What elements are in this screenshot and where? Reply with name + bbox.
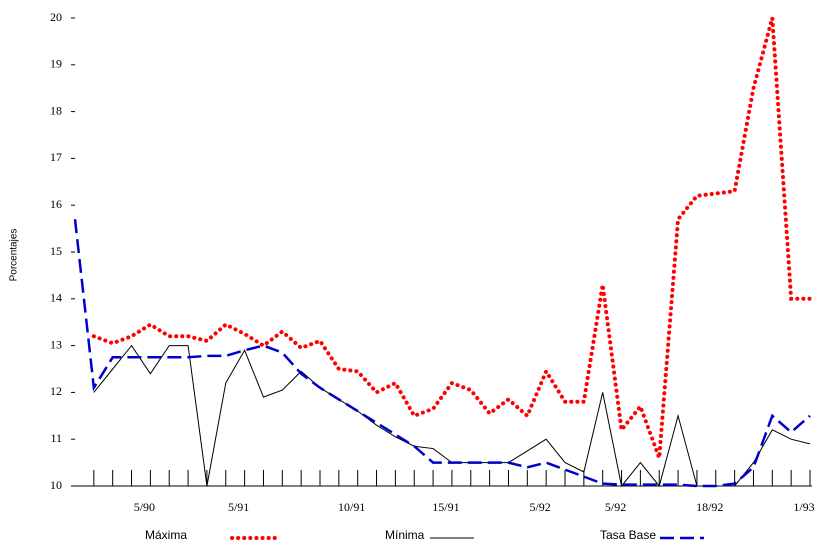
y-tick-label: 13: [50, 337, 62, 351]
legend-label: Tasa Base: [600, 528, 656, 542]
x-tick-label: 1/93: [793, 500, 814, 514]
x-tick-label: 10/91: [338, 500, 365, 514]
x-tick-label: 18/92: [696, 500, 723, 514]
y-tick-label: 19: [50, 57, 62, 71]
y-tick-label: 18: [50, 103, 62, 117]
series-line: [73, 219, 811, 488]
y-tick-label: 16: [50, 197, 62, 211]
y-tick-label: 11: [50, 431, 62, 445]
y-tick-label: 14: [50, 291, 62, 305]
x-tick-label: 5/92: [605, 500, 626, 514]
x-tick-label: 5/92: [529, 500, 550, 514]
y-tick-label: 15: [50, 244, 62, 258]
y-tick-label: 20: [50, 10, 62, 24]
series-line: [93, 344, 811, 488]
legend-label: Mínima: [385, 528, 425, 542]
y-tick-label: 12: [50, 384, 62, 398]
x-tick-label: 5/91: [228, 500, 249, 514]
y-tick-label: 17: [50, 150, 62, 164]
legend-label: Máxima: [145, 528, 187, 542]
y-axis-label: Porcentajes: [9, 229, 20, 282]
y-tick-label: 10: [50, 478, 62, 492]
x-tick-label: 5/90: [134, 500, 155, 514]
series-line: [91, 17, 812, 459]
x-tick-label: 15/91: [432, 500, 459, 514]
